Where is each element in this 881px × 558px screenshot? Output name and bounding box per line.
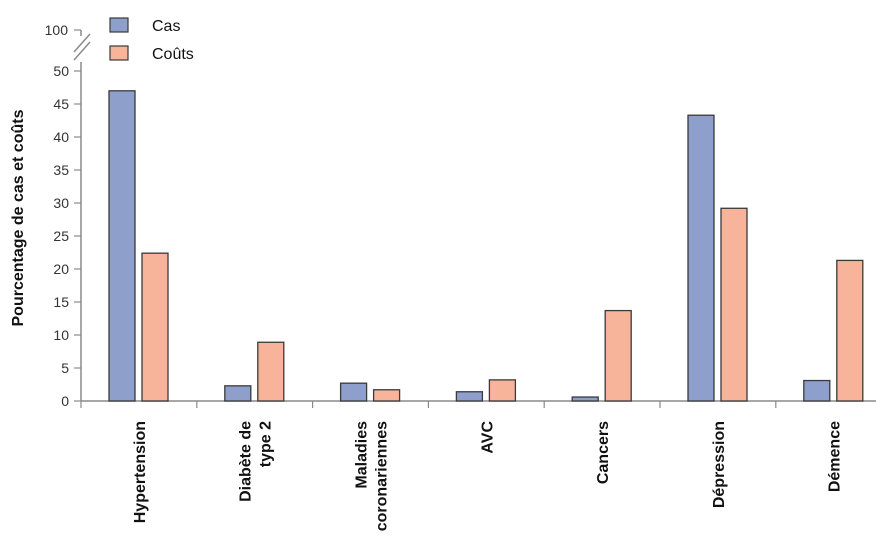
y-tick-label: 25	[53, 228, 69, 244]
category-label: Hypertension	[132, 421, 149, 523]
axis-break-mark	[73, 33, 91, 53]
bar-cas	[455, 391, 484, 402]
y-tick-label: 40	[53, 129, 69, 145]
y-tick-label: 50	[53, 63, 69, 79]
legend-label: Cas	[152, 18, 180, 35]
category-label: Diabète de	[238, 421, 255, 502]
y-tick-label: 100	[45, 22, 69, 38]
x-axis	[80, 400, 876, 408]
category-label: Dépression	[711, 421, 728, 508]
y-axis-label: Pourcentage de cas et coûts	[10, 109, 27, 326]
y-tick-label: 0	[61, 393, 69, 409]
y-axis: 100 0 5 10 15 20 25 30 35 40 45 50	[45, 22, 91, 409]
axis-break-mark	[73, 41, 91, 61]
category-label: Démence	[827, 421, 844, 492]
category-labels: Hypertension Diabète de type 2 Maladies coro…	[132, 421, 844, 532]
bar-cas	[108, 90, 136, 402]
legend: Cas Coûts	[109, 17, 194, 63]
bar-couts	[257, 341, 285, 402]
bar-couts	[836, 259, 864, 402]
y-tick-label: 10	[53, 327, 69, 343]
legend-swatch	[109, 45, 129, 61]
category-label: Cancers	[595, 421, 612, 484]
category-label: AVC	[479, 421, 496, 454]
bar-cas	[571, 396, 599, 402]
y-tick-label: 35	[53, 162, 69, 178]
bar-couts	[372, 389, 401, 402]
bar-cas	[224, 385, 252, 402]
bar-couts	[720, 207, 748, 402]
bar-couts	[604, 309, 632, 402]
y-tick-label: 45	[53, 96, 69, 112]
bars	[108, 90, 864, 402]
bar-couts	[488, 379, 517, 402]
y-tick-label: 30	[53, 195, 69, 211]
legend-swatch	[109, 17, 129, 33]
category-label: Maladies	[354, 421, 371, 489]
bar-cas	[339, 382, 368, 402]
category-label: type 2	[258, 421, 275, 467]
y-tick-label: 15	[53, 294, 69, 310]
category-label: coronariennes	[374, 421, 391, 531]
y-tick-label: 20	[53, 261, 69, 277]
legend-label: Coûts	[152, 46, 194, 63]
bar-cas	[803, 379, 831, 402]
y-tick-label: 5	[61, 360, 69, 376]
bar-couts	[141, 252, 169, 402]
bar-cas	[687, 114, 715, 402]
